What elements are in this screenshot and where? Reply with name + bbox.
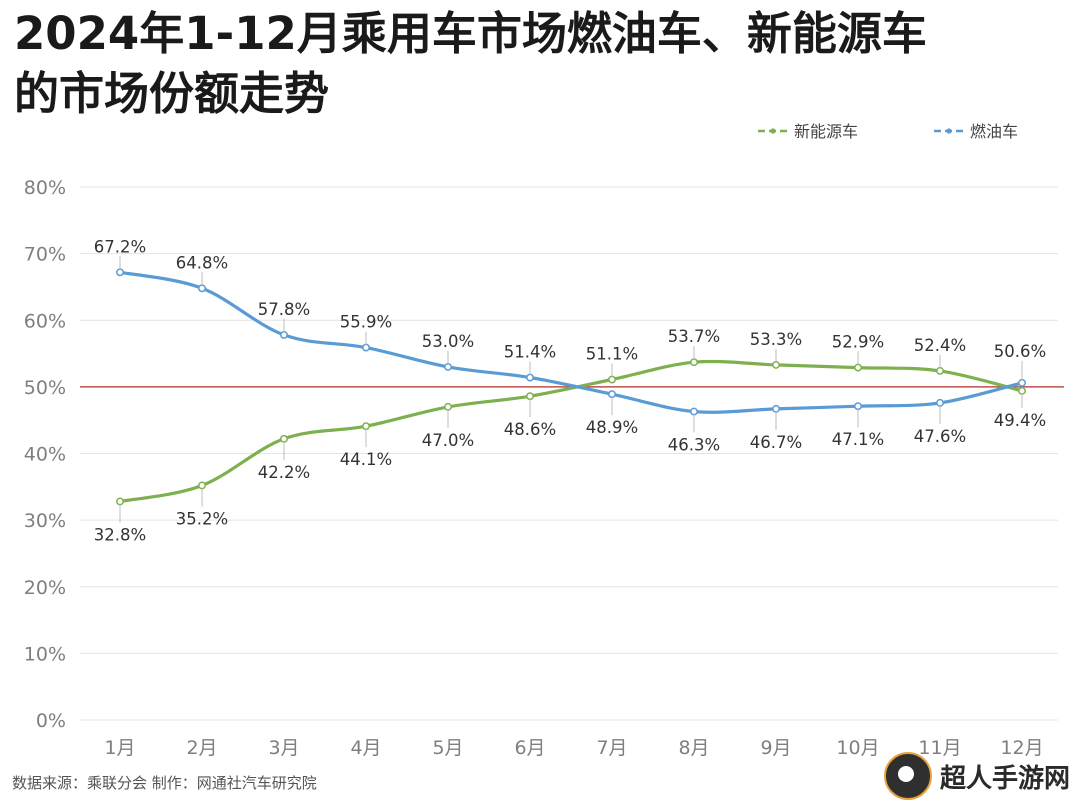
data-label-nev: 53.3% [750, 330, 802, 349]
x-tick-label: 6月 [514, 737, 545, 759]
data-point-nev [608, 375, 616, 384]
data-point-nev [772, 360, 780, 369]
data-label-fuel: 64.8% [176, 253, 228, 272]
data-point-fuel [690, 407, 698, 416]
chart-title-line-2: 的市场份额走势 [14, 67, 330, 120]
x-tick-label: 10月 [836, 737, 879, 759]
data-point-nev [362, 422, 370, 431]
data-label-fuel: 48.9% [586, 418, 638, 437]
x-tick-label: 2月 [186, 737, 217, 759]
y-tick-label: 60% [24, 310, 66, 332]
x-tick-label: 8月 [678, 737, 709, 759]
y-tick-label: 10% [24, 643, 66, 665]
data-label-fuel: 53.0% [422, 332, 474, 351]
data-point-nev [444, 402, 452, 411]
x-tick-label: 7月 [596, 737, 627, 759]
data-point-fuel [526, 373, 534, 382]
data-point-fuel [444, 362, 452, 371]
y-tick-label: 30% [24, 510, 66, 532]
data-label-nev: 52.9% [832, 333, 884, 352]
watermark: 超人手游网 [884, 748, 1080, 804]
watermark-text: 超人手游网 [940, 763, 1071, 794]
data-point-fuel [854, 402, 862, 411]
data-point-fuel [772, 404, 780, 413]
data-point-nev [1018, 386, 1026, 395]
data-point-fuel [280, 330, 288, 339]
data-label-nev: 49.4% [994, 411, 1046, 430]
data-label-fuel: 47.6% [914, 427, 966, 446]
y-tick-label: 20% [24, 577, 66, 599]
series-line-fuel [118, 270, 1024, 414]
data-point-fuel [608, 390, 616, 399]
data-label-nev: 53.7% [668, 327, 720, 346]
data-label-fuel: 46.7% [750, 433, 802, 452]
data-label-nev: 32.8% [94, 525, 146, 544]
x-tick-label: 12月 [1000, 737, 1043, 759]
y-tick-label: 70% [24, 244, 66, 266]
y-tick-label: 40% [24, 444, 66, 466]
chart-title: 2024年1-12月乘用车市场燃油车、新能源车 的市场份额走势 [14, 4, 927, 124]
data-label-fuel: 57.8% [258, 300, 310, 319]
data-point-nev [690, 358, 698, 367]
data-label-nev: 48.6% [504, 420, 556, 439]
x-tick-label: 5月 [432, 737, 463, 759]
legend-marker-dot-fuel [946, 128, 952, 134]
data-label-fuel: 47.1% [832, 430, 884, 449]
legend-marker-dot-nev [770, 128, 776, 134]
data-label-fuel: 50.6% [994, 342, 1046, 361]
x-tick-label: 11月 [918, 737, 961, 759]
data-point-nev [854, 363, 862, 372]
legend-label-fuel: 燃油车 [970, 122, 1018, 141]
watermark-logo-icon [884, 752, 932, 800]
data-point-fuel [116, 268, 124, 277]
y-tick-label: 80% [24, 177, 66, 199]
data-label-nev: 47.0% [422, 431, 474, 450]
data-point-fuel [936, 398, 944, 407]
data-point-fuel [362, 343, 370, 352]
data-label-nev: 35.2% [176, 509, 228, 528]
data-point-fuel [198, 284, 206, 293]
data-label-nev: 44.1% [340, 450, 392, 469]
data-point-nev [198, 481, 206, 490]
x-tick-label: 9月 [760, 737, 791, 759]
x-tick-label: 3月 [268, 737, 299, 759]
data-label-fuel: 46.3% [668, 436, 720, 455]
data-label-nev: 51.1% [586, 345, 638, 364]
data-label-nev: 42.2% [258, 463, 310, 482]
y-tick-label: 0% [36, 710, 66, 732]
series-line-nev [118, 359, 1024, 504]
chart-title-line-1: 2024年1-12月乘用车市场燃油车、新能源车 [14, 7, 927, 60]
data-point-nev [936, 366, 944, 375]
data-label-fuel: 51.4% [504, 343, 556, 362]
data-point-nev [526, 392, 534, 401]
data-point-nev [280, 434, 288, 443]
data-point-fuel [1018, 378, 1026, 387]
data-label-nev: 52.4% [914, 336, 966, 355]
data-source-note: 数据来源：乘联分会 制作：网通社汽车研究院 [12, 774, 317, 792]
x-tick-label: 1月 [104, 737, 135, 759]
data-point-nev [116, 497, 124, 506]
x-tick-label: 4月 [350, 737, 381, 759]
data-label-fuel: 55.9% [340, 313, 392, 332]
y-tick-label: 50% [24, 377, 66, 399]
data-label-fuel: 67.2% [94, 237, 146, 256]
legend-label-nev: 新能源车 [794, 122, 858, 141]
